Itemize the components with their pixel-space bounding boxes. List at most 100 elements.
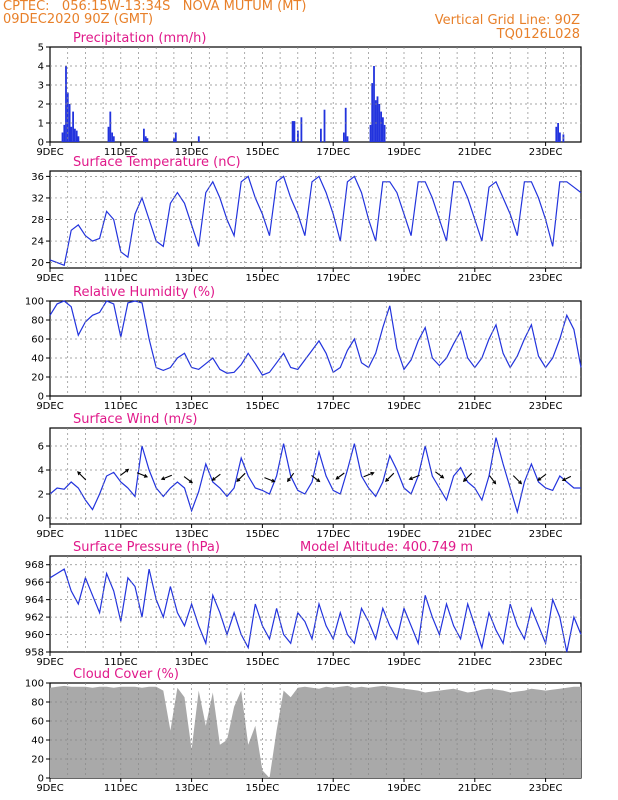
pres-ytick-label: 964 — [25, 595, 44, 606]
cloud-ytick-label: 100 — [25, 679, 44, 690]
wind-xtick-label: 13DEC — [175, 529, 209, 540]
pres-xtick-label: 17DEC — [316, 657, 350, 668]
precip-xtick-label: 21DEC — [458, 147, 492, 158]
pres-xtick-label: 23DEC — [529, 657, 563, 668]
pres-ytick-label: 966 — [25, 578, 44, 589]
precip-bar — [378, 104, 381, 142]
precip-bar — [369, 124, 372, 142]
cloud-ytick-label: 40 — [31, 736, 44, 747]
cloud-xtick-label: 19DEC — [387, 783, 421, 794]
precip-bar — [371, 83, 374, 142]
wind-arrow — [435, 471, 444, 479]
wind-arrow-head — [440, 474, 445, 479]
precip-bar — [173, 138, 175, 142]
precip-bar — [75, 130, 78, 142]
wind-arrow — [385, 472, 395, 482]
wind-arrow-head — [236, 477, 241, 483]
precip-bar — [111, 132, 113, 142]
wind-arrow — [409, 474, 420, 480]
wind-ytick-label: 4 — [38, 466, 44, 477]
precip-xtick-label: 13DEC — [175, 147, 209, 158]
pres-xtick-label: 19DEC — [387, 657, 421, 668]
precip-bar — [555, 126, 558, 142]
precip-bar — [374, 100, 377, 142]
cloud-title: Cloud Cover (%) — [73, 667, 179, 682]
wind-arrow — [537, 473, 547, 481]
wind-ytick-label: 6 — [38, 442, 44, 453]
pres-xtick-label: 11DEC — [104, 657, 138, 668]
pres-xtick-label: 9DEC — [36, 657, 63, 668]
wind-arrow — [363, 472, 374, 478]
temp-ytick-label: 28 — [31, 215, 44, 226]
temp-ytick-label: 24 — [31, 237, 44, 248]
wind-arrow — [311, 474, 320, 482]
rh-xtick-label: 13DEC — [175, 401, 209, 412]
precip-xtick-label: 19DEC — [387, 147, 421, 158]
precip-ytick-label: 2 — [38, 100, 44, 111]
rh-ytick-label: 0 — [38, 392, 44, 403]
wind-xtick-label: 19DEC — [387, 529, 421, 540]
precip-bar — [382, 117, 384, 142]
wind-arrow — [463, 472, 473, 482]
temp-xtick-label: 19DEC — [387, 273, 421, 284]
precip-bar — [380, 111, 382, 142]
precip-bar — [197, 136, 200, 142]
temp-xtick-label: 15DEC — [246, 273, 280, 284]
temp-xtick-label: 23DEC — [529, 273, 563, 284]
wind-xtick-label: 23DEC — [529, 529, 563, 540]
precip-ytick-label: 4 — [38, 62, 44, 73]
wind-arrow — [77, 471, 87, 481]
precip-bar — [109, 111, 112, 142]
cloud-xtick-label: 23DEC — [529, 783, 563, 794]
wind-arrow — [562, 475, 572, 481]
wind-ytick-label: 2 — [38, 490, 44, 501]
precip-bar — [559, 132, 561, 142]
cloud-xtick-label: 9DEC — [36, 783, 63, 794]
pres-subtitle: Model Altitude: 400.749 m — [300, 540, 473, 555]
precip-bar — [346, 136, 349, 142]
wind-arrow — [335, 472, 345, 480]
cloud-xtick-label: 15DEC — [246, 783, 280, 794]
wind-arrow-head — [537, 477, 542, 481]
precip-xtick-label: 9DEC — [36, 147, 63, 158]
wind-arrow — [512, 475, 522, 484]
header-model-id: TQ0126L028 — [496, 27, 580, 42]
rh-xtick-label: 21DEC — [458, 401, 492, 412]
rh-xtick-label: 11DEC — [104, 401, 138, 412]
temp-ytick-label: 20 — [31, 258, 44, 269]
cloud-cover-area — [50, 685, 581, 778]
wind-arrow-head — [316, 478, 321, 483]
wind-arrow-head — [125, 468, 130, 473]
pres-ytick-label: 962 — [25, 613, 44, 624]
precip-bar — [144, 136, 147, 142]
wind-arrow-head — [518, 480, 523, 485]
precip-bar — [72, 111, 74, 142]
precip-bar — [344, 107, 347, 142]
header-datetime: 09DEC2020 90Z (GMT) — [3, 12, 154, 27]
wind-arrow-head — [211, 477, 216, 481]
pres-ytick-label: 968 — [25, 560, 44, 571]
precip-bar — [291, 121, 294, 142]
precip-bar — [323, 109, 326, 142]
wind-arrow — [236, 472, 246, 482]
header-station: CPTEC: 056:15W-13:34S NOVA MUTUM (MT) — [3, 0, 307, 14]
temp-xtick-label: 9DEC — [36, 273, 63, 284]
pres-ytick-label: 960 — [25, 630, 44, 641]
wind-arrow — [120, 468, 129, 476]
wind-arrow-head — [160, 476, 166, 481]
wind-arrow-head — [384, 477, 390, 483]
precip-bar — [320, 128, 322, 142]
wind-arrow-head — [408, 476, 413, 481]
precip-xtick-label: 15DEC — [246, 147, 280, 158]
precip-title: Precipitation (mm/h) — [73, 31, 206, 46]
cloud-xtick-label: 13DEC — [175, 783, 209, 794]
header-grid-note: Vertical Grid Line: 90Z — [434, 13, 580, 28]
precip-xtick-label: 23DEC — [529, 147, 563, 158]
cloud-ytick-label: 60 — [31, 717, 44, 728]
pres-xtick-label: 21DEC — [458, 657, 492, 668]
precip-bar — [61, 132, 64, 142]
wind-arrow — [264, 477, 275, 483]
wind-arrow-head — [77, 471, 82, 476]
rh-xtick-label: 15DEC — [246, 401, 280, 412]
wind-series-line — [49, 437, 581, 515]
